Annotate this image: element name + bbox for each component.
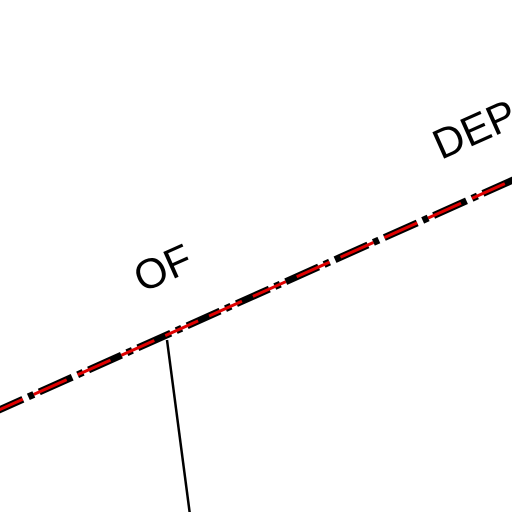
boundary-line	[0, 176, 512, 414]
boundary-line-fill	[0, 178, 512, 412]
road-line	[165, 339, 191, 512]
